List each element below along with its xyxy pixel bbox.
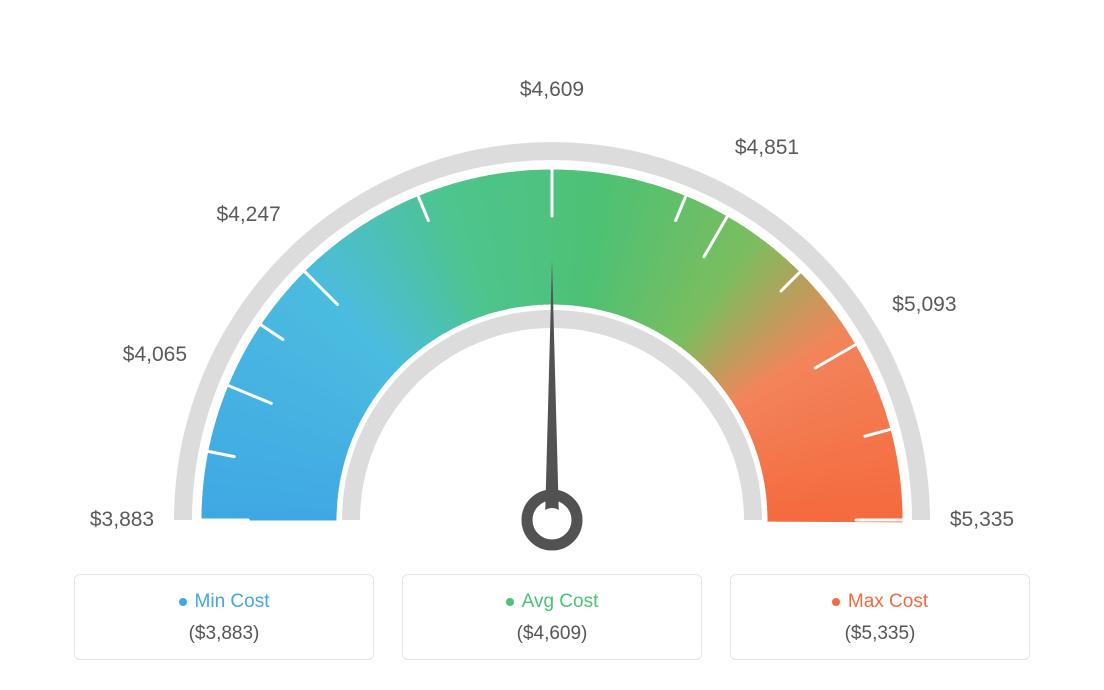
dot-icon (179, 598, 187, 606)
legend-card-max: Max Cost ($5,335) (730, 574, 1030, 660)
legend-title-label: Min Cost (195, 591, 270, 613)
legend-card-min: Min Cost ($3,883) (74, 574, 374, 660)
gauge-container: $3,883 $4,065 $4,247 $4,609 $4,851 $5,093 $5,3… (0, 0, 1104, 560)
tick-label: $5,093 (892, 293, 956, 317)
needle-hub-inner (540, 508, 564, 532)
tick-label: $4,851 (735, 136, 799, 160)
tick-label: $4,247 (216, 203, 280, 227)
tick-label: $5,335 (950, 508, 1014, 532)
dot-icon (506, 598, 514, 606)
tick-label: $4,609 (520, 78, 584, 102)
tick-label: $4,065 (123, 343, 187, 367)
legend-value-max: ($5,335) (731, 623, 1029, 645)
dot-icon (832, 598, 840, 606)
legend-value-avg: ($4,609) (403, 623, 701, 645)
legend-value-min: ($3,883) (75, 623, 373, 645)
legend-title-avg: Avg Cost (506, 591, 599, 613)
legend-title-label: Max Cost (848, 591, 928, 613)
legend-title-label: Avg Cost (522, 591, 599, 613)
tick-label: $3,883 (90, 508, 154, 532)
legend-row: Min Cost ($3,883) Avg Cost ($4,609) Max … (0, 574, 1104, 660)
legend-title-min: Min Cost (179, 591, 270, 613)
legend-card-avg: Avg Cost ($4,609) (402, 574, 702, 660)
legend-title-max: Max Cost (832, 591, 928, 613)
